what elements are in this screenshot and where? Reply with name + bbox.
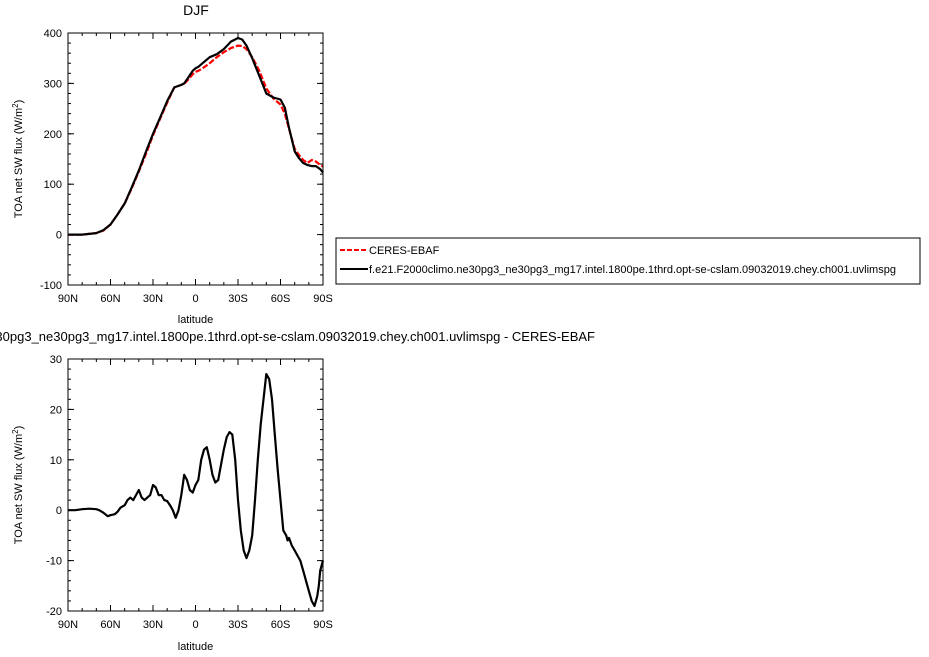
x-tick-label: 30N — [143, 619, 163, 631]
legend-label-ceres: CERES-EBAF — [369, 245, 440, 257]
legend: CERES-EBAF f.e21.F2000climo.ne30pg3_ne30… — [335, 237, 921, 285]
chart-title: f.e21.F2000climo.ne30pg3_ne30pg3_mg17.in… — [0, 329, 595, 344]
series-line-ceres — [68, 44, 324, 236]
y-tick-label: -100 — [40, 280, 62, 292]
series-line-model — [68, 373, 325, 608]
x-tick-label: 30S — [228, 293, 248, 305]
x-tick-label: 90S — [313, 619, 333, 631]
y-tick-label: 0 — [56, 230, 62, 242]
x-axis-label: latitude — [178, 641, 213, 653]
legend-label-model: f.e21.F2000climo.ne30pg3_ne30pg3_mg17.in… — [369, 264, 896, 276]
x-tick-label: 90N — [58, 619, 78, 631]
x-tick-label: 0 — [192, 293, 198, 305]
x-axis-label: latitude — [178, 314, 213, 326]
y-tick-label: 100 — [44, 179, 62, 191]
x-tick-label: 60N — [100, 619, 120, 631]
y-tick-label: 30 — [50, 354, 62, 366]
x-tick-label: 30S — [228, 619, 248, 631]
chart-title: DJF — [183, 2, 209, 18]
y-tick-label: -20 — [46, 606, 62, 618]
x-tick-label: 30N — [143, 293, 163, 305]
difference-flux-plot: f.e21.F2000climo.ne30pg3_ne30pg3_mg17.in… — [0, 329, 595, 653]
y-tick-label: 400 — [44, 28, 62, 40]
legend-box — [335, 237, 921, 285]
x-tick-label: 60S — [271, 293, 291, 305]
x-tick-label: 0 — [192, 619, 198, 631]
x-tick-label: 90N — [58, 293, 78, 305]
djf-flux-plot: DJF 90N 60N 30N 0 30S 60S 90S -100 0 100 200 300 400 l… — [11, 2, 333, 326]
x-tick-label: 60S — [271, 619, 291, 631]
y-tick-label: 10 — [50, 455, 62, 467]
y-tick-label: 0 — [56, 505, 62, 517]
y-axis-label: TOA net SW flux (W/m2) — [11, 100, 25, 219]
x-tick-label: 90S — [313, 293, 333, 305]
series-line-model — [68, 36, 324, 236]
y-tick-label: -10 — [46, 556, 62, 568]
y-tick-label: 20 — [50, 404, 62, 416]
y-tick-label: 200 — [44, 129, 62, 141]
y-tick-label: 300 — [44, 78, 62, 90]
x-tick-label: 60N — [100, 293, 120, 305]
y-axis-label: TOA net SW flux (W/m2) — [11, 426, 25, 545]
